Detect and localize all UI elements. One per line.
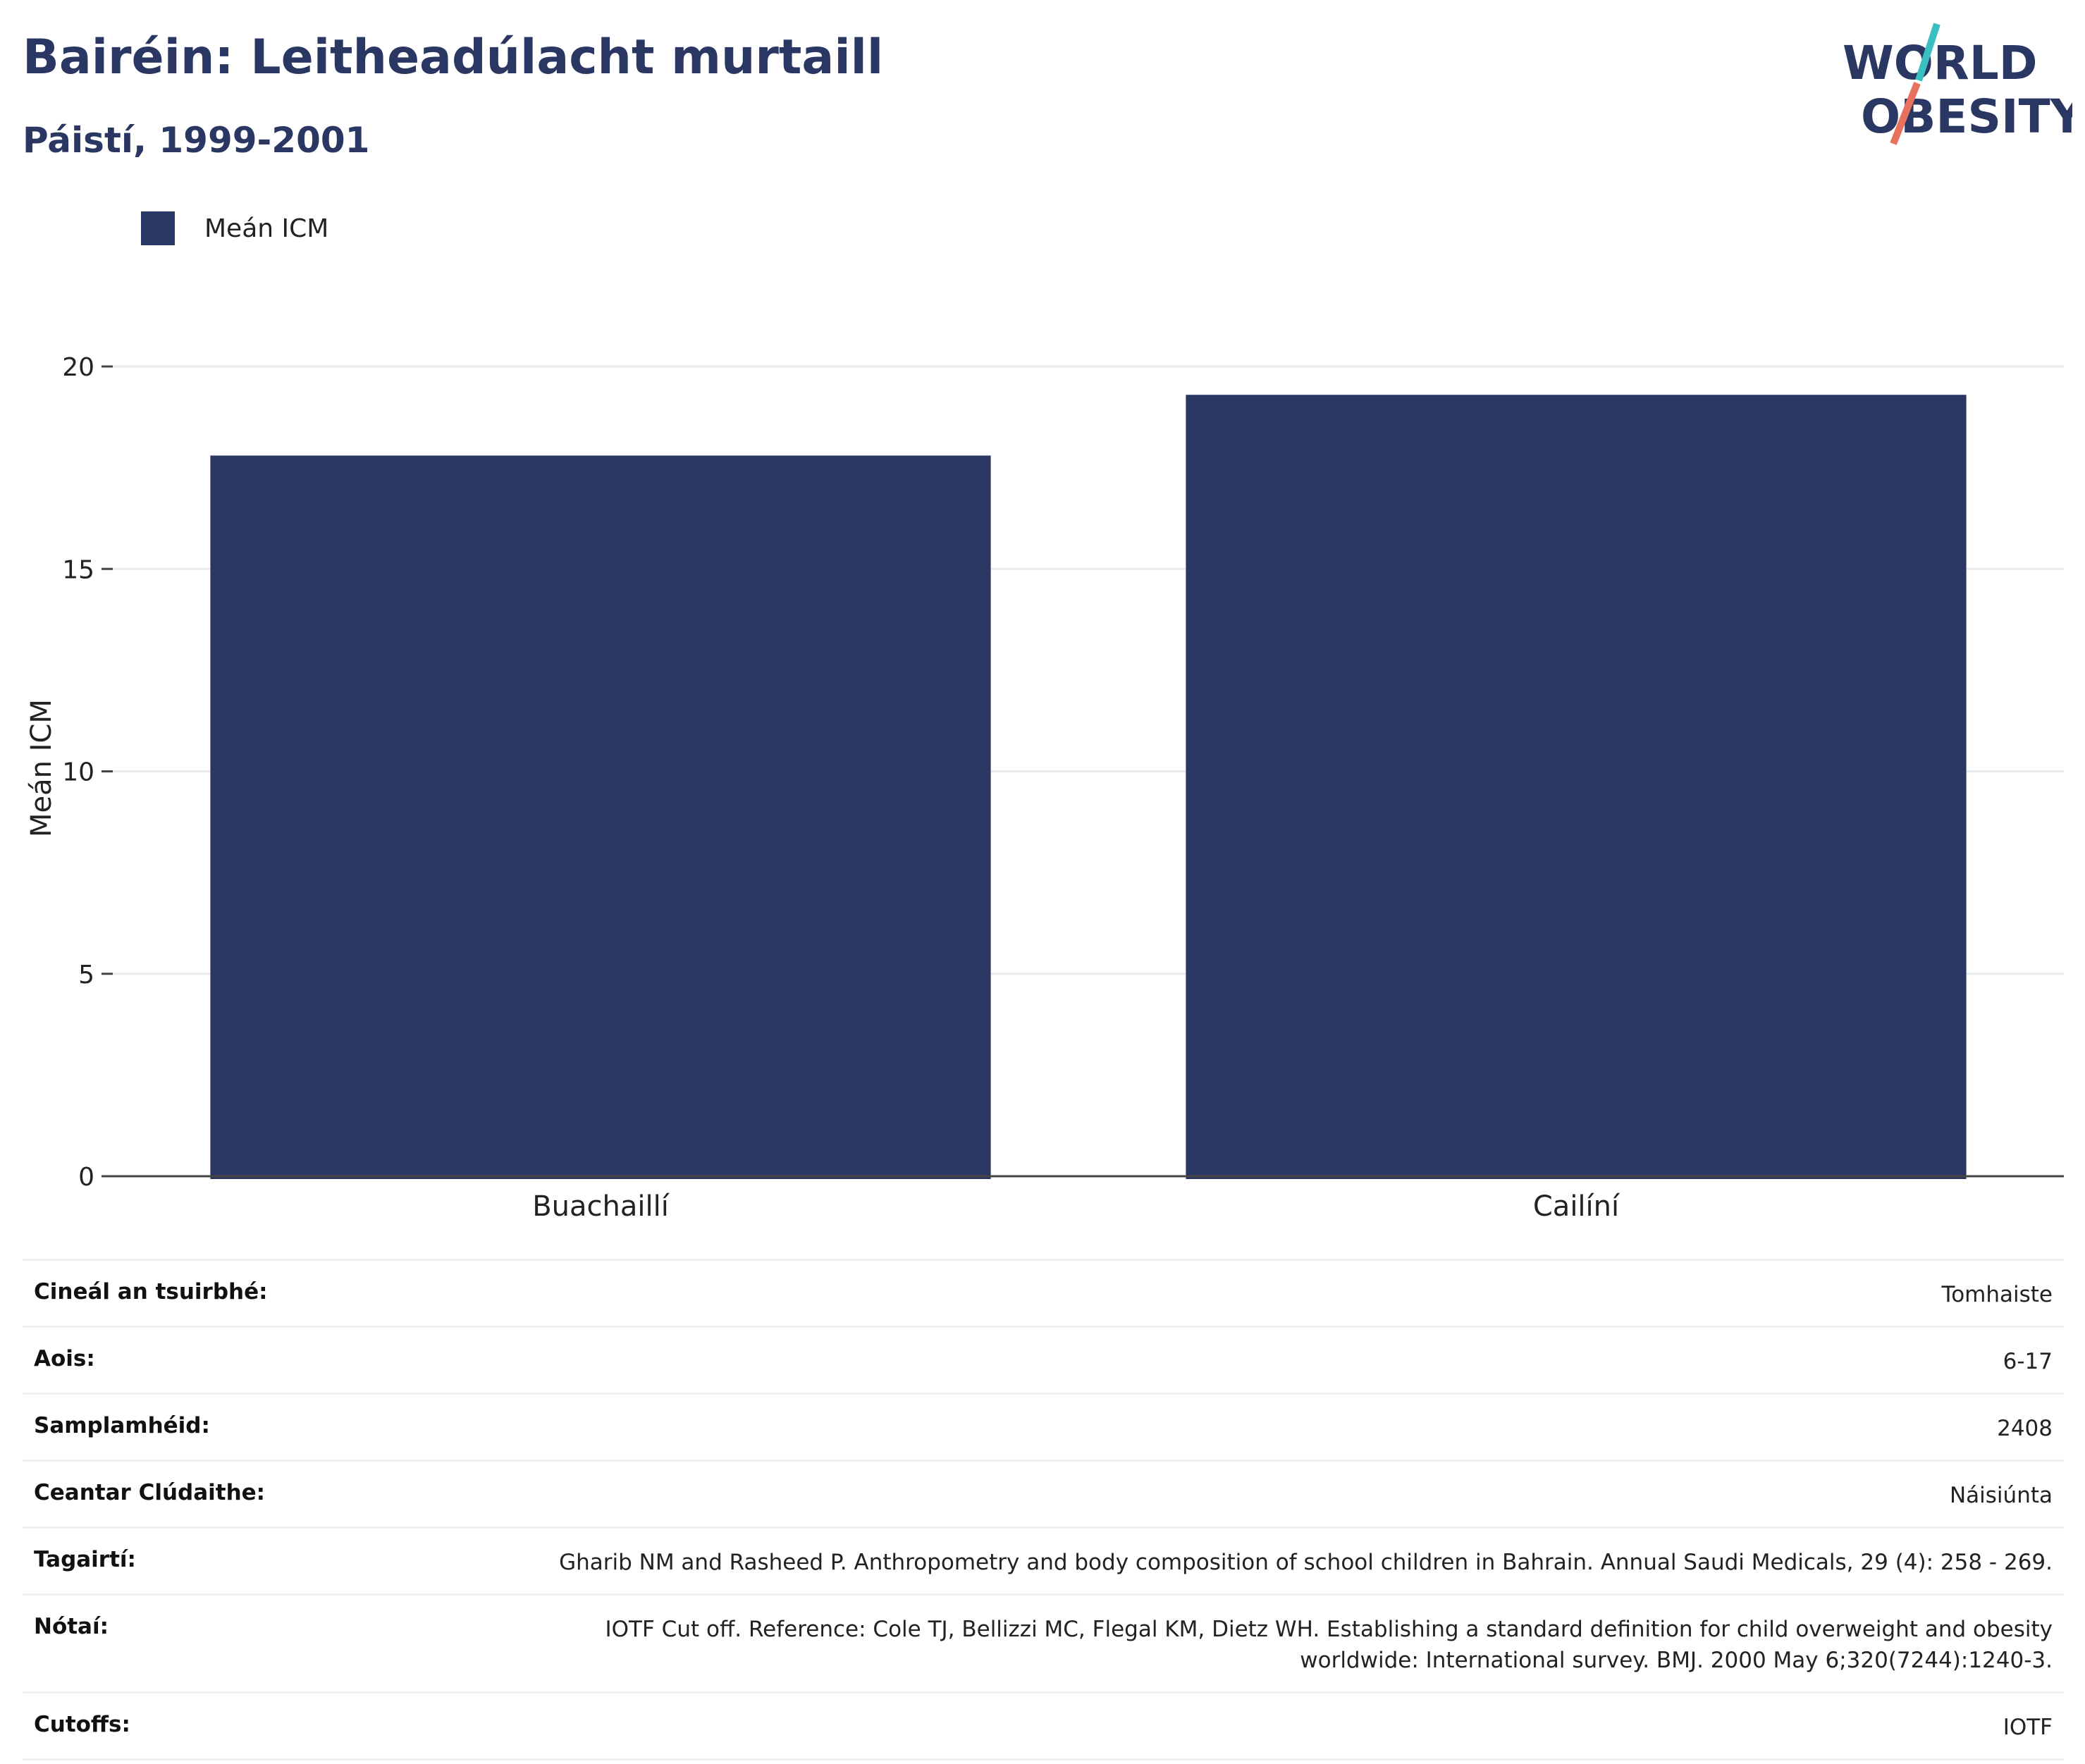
row-value: Náisiúnta (1949, 1483, 2053, 1509)
legend-label: Meán ICM (204, 214, 329, 243)
logo-text-obesity: OBESITY (1861, 90, 2072, 144)
y-tick-label: 20 (62, 353, 94, 382)
table-row: Tagairtí: Gharib NM and Rasheed P. Anthro… (23, 1526, 2064, 1593)
table-row: Cutoffs: IOTF (23, 1691, 2064, 1761)
page-title: Bairéin: Leitheadúlacht murtaill (23, 30, 884, 85)
tick-layer: 0 5 10 15 20 Buachaillí Cailíní (62, 353, 1620, 1223)
row-value: 6-17 (2003, 1349, 2053, 1375)
page-subtitle: Páistí, 1999-2001 (23, 120, 370, 161)
logo-slash-top (1915, 23, 1941, 82)
row-label: Aois: (34, 1346, 95, 1372)
chart-legend: Meán ICM (141, 209, 328, 248)
row-label: Cutoffs: (34, 1712, 130, 1738)
y-tick-label: 15 (62, 555, 94, 584)
table-row: Aois: 6-17 (23, 1326, 2064, 1393)
y-tick-label: 5 (78, 961, 94, 989)
bar-chart: 0 5 10 15 20 Buachaillí Cailíní Meán ICM (25, 353, 2064, 1223)
bar-layer (210, 395, 1967, 1179)
row-label: Ceantar Clúdaithe: (34, 1480, 266, 1506)
y-tick-label: 0 (78, 1163, 94, 1192)
row-label: Tagairtí: (34, 1547, 136, 1573)
logo-text-world: WORLD (1843, 36, 2038, 90)
row-value: IOTF (2003, 1715, 2053, 1741)
logo-slash-bottom (1890, 82, 1921, 145)
legend-swatch (141, 211, 175, 245)
survey-details-table: Cineál an tsuirbhé: Tomhaiste Aois: 6-17 Sam… (23, 1259, 2064, 1761)
y-axis-label: Meán ICM (25, 699, 58, 837)
row-label: Samplamhéid: (34, 1413, 210, 1439)
row-value: 2408 (1997, 1416, 2053, 1442)
x-tick-label: Buachaillí (532, 1190, 670, 1223)
table-row: Ceantar Clúdaithe: Náisiúnta (23, 1460, 2064, 1526)
bar-2 (1186, 395, 1967, 1179)
row-value: IOTF Cut off. Reference: Cole TJ, Belliz… (605, 1617, 2053, 1674)
table-row: Nótaí: IOTF Cut off. Reference: Cole TJ, … (23, 1593, 2064, 1691)
x-tick-label: Cailíní (1533, 1190, 1620, 1223)
bar-1 (210, 455, 991, 1179)
row-value: Gharib NM and Rasheed P. Anthropometry a… (559, 1550, 2053, 1576)
row-label: Nótaí: (34, 1614, 109, 1640)
table-row: Cineál an tsuirbhé: Tomhaiste (23, 1259, 2064, 1326)
row-value: Tomhaiste (1941, 1282, 2053, 1307)
table-row: Samplamhéid: 2408 (23, 1393, 2064, 1460)
row-label: Cineál an tsuirbhé: (34, 1279, 268, 1305)
world-obesity-logo: WORLD OBESITY (1843, 23, 2072, 145)
y-tick-label: 10 (62, 758, 94, 787)
